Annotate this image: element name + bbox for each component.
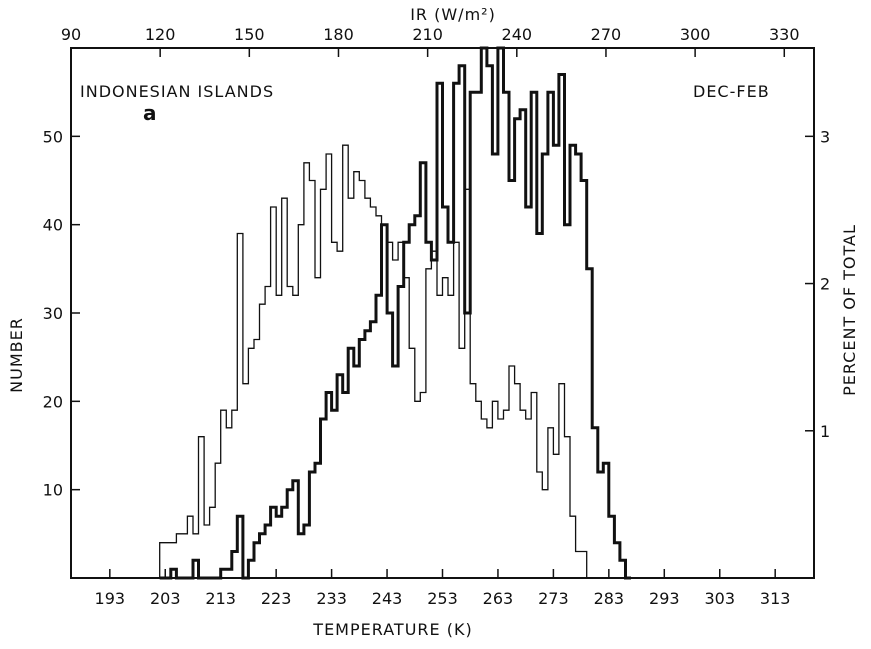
y-right-tick-label: 3 [820,127,830,146]
x-bottom-tick-label: 193 [95,589,126,608]
x-top-tick-label: 270 [591,25,622,44]
y-left-axis-label: NUMBER [7,317,26,393]
x-top-tick-label: 150 [234,25,265,44]
y-right-tick-label: 1 [820,422,830,441]
x-bottom-tick-label: 243 [372,589,403,608]
series-thin-step-line [159,144,593,579]
x-top-tick-label: 300 [680,25,711,44]
x-top-axis-label: IR (W/m²) [410,5,496,24]
x-top-tick-label: 120 [145,25,176,44]
x-bottom-tick-label: 293 [649,589,680,608]
axis-layer: 193 203 213 223 233 243 253 263 273 283 293 303 3139… [43,25,831,608]
x-top-tick-label: 330 [769,25,800,44]
x-top-tick-label: 240 [502,25,533,44]
x-bottom-tick-label: 263 [483,589,514,608]
x-bottom-tick-label: 273 [538,589,569,608]
x-bottom-tick-label: 283 [594,589,625,608]
y-right-tick-label: 2 [820,275,830,294]
y-right-axis-label: PERCENT OF TOTAL [840,224,859,396]
y-left-tick-label: 40 [43,216,63,235]
y-left-tick-label: 20 [43,392,63,411]
x-bottom-tick-label: 233 [316,589,347,608]
annotation-region: INDONESIAN ISLANDS [80,82,274,101]
x-bottom-tick-label: 313 [760,589,791,608]
x-bottom-tick-label: 203 [150,589,181,608]
y-left-tick-label: 30 [43,304,63,323]
annotation-season: DEC-FEB [693,82,770,101]
x-top-tick-label: 90 [61,25,81,44]
series-thick-step-line [159,46,631,580]
x-bottom-tick-label: 253 [427,589,458,608]
series-layer [159,46,631,580]
annotation-panel: a [143,101,157,125]
y-left-tick-label: 50 [43,127,63,146]
y-left-tick-label: 10 [43,481,63,500]
x-bottom-axis-label: TEMPERATURE (K) [312,620,472,639]
x-bottom-tick-label: 223 [261,589,292,608]
x-bottom-tick-label: 303 [704,589,735,608]
x-top-tick-label: 210 [412,25,443,44]
x-top-tick-label: 180 [323,25,354,44]
x-bottom-tick-label: 213 [205,589,236,608]
